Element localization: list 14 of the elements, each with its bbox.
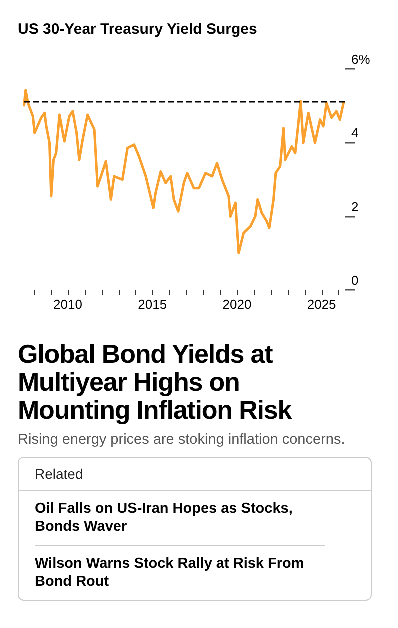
- y-tick-label: 2: [352, 199, 359, 214]
- text: Related: [19, 458, 371, 491]
- text: Global Bond Yields at Multiyear Highs on Mounting Inflation Risk: [18, 339, 293, 425]
- text: Oil Falls on US-Iran Hopes as Stocks, Bonds Waver: [35, 500, 294, 537]
- y-tick-label: 4: [352, 126, 359, 141]
- x-tick-label: 2015: [138, 297, 168, 312]
- y-tick-label: 0: [352, 273, 359, 288]
- x-tick-label: 2010: [54, 297, 82, 312]
- text: Wilson Warns Stock Rally at Risk From Bond Rout: [35, 545, 325, 600]
- text: Rising energy prices are stoking inflation concerns.: [18, 432, 346, 448]
- x-tick-label: 2020: [222, 297, 252, 312]
- x-tick-label: 2025: [307, 297, 336, 312]
- y-tick-label: 6%: [352, 52, 371, 67]
- chart-title: US 30-Year Treasury Yield Surges: [18, 21, 258, 38]
